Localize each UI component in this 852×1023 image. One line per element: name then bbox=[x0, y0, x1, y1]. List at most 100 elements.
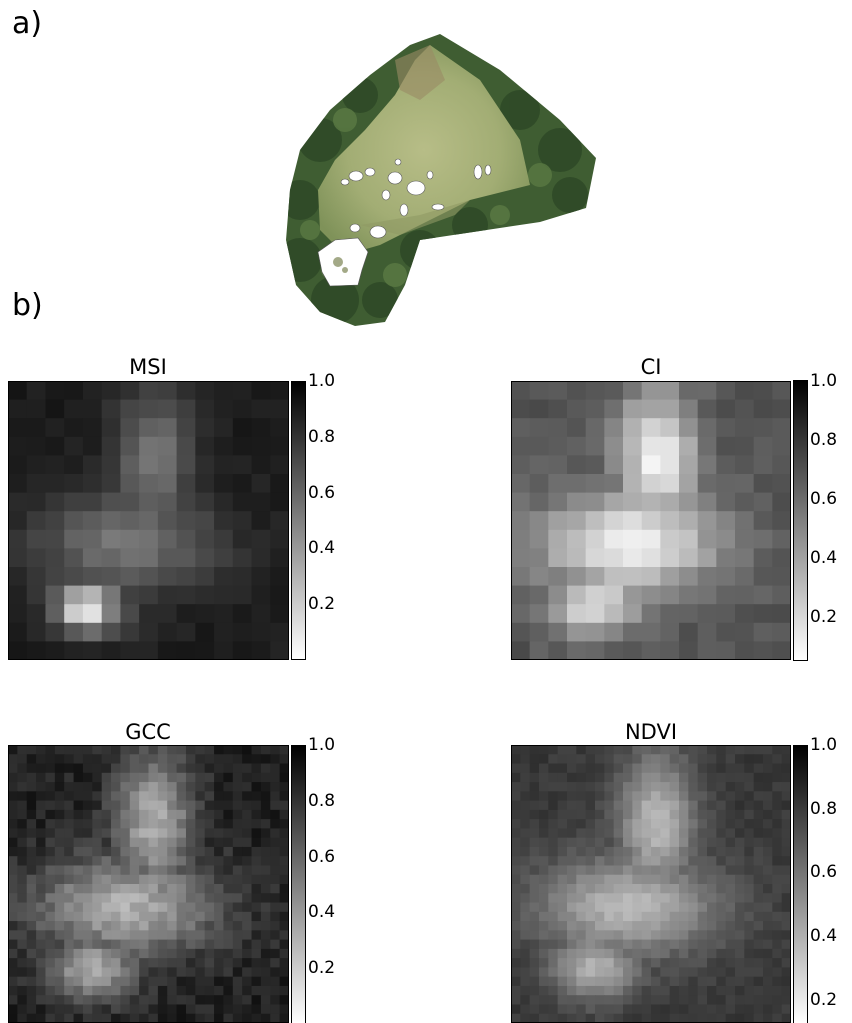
heatmap-pixel bbox=[641, 585, 661, 605]
heatmap-pixel bbox=[511, 567, 531, 587]
heatmap-pixel bbox=[139, 837, 150, 848]
heatmap-pixel bbox=[54, 921, 65, 931]
heatmap-pixel bbox=[260, 800, 271, 811]
heatmap-pixel bbox=[725, 819, 736, 829]
heatmap-pixel bbox=[744, 995, 755, 1006]
heatmap-pixel bbox=[64, 837, 75, 848]
heatmap-pixel bbox=[139, 874, 150, 885]
heatmap-pixel bbox=[613, 800, 624, 811]
heatmap-pixel bbox=[120, 976, 131, 987]
heatmap-pixel bbox=[232, 791, 243, 802]
heatmap-pixel bbox=[120, 641, 140, 660]
heatmap-pixel bbox=[64, 985, 75, 996]
heatmap-pixel bbox=[716, 902, 727, 913]
heatmap-pixel bbox=[651, 902, 661, 913]
heatmap-pixel bbox=[92, 930, 103, 941]
heatmap-pixel bbox=[679, 399, 699, 419]
heatmap-pixel bbox=[669, 902, 680, 913]
heatmap-pixel bbox=[204, 930, 215, 941]
heatmap-pixel bbox=[595, 837, 605, 848]
heatmap-pixel bbox=[520, 902, 531, 913]
heatmap-pixel bbox=[641, 976, 652, 987]
heatmap-pixel bbox=[613, 865, 624, 876]
heatmap-pixel bbox=[623, 474, 643, 494]
heatmap-pixel bbox=[8, 399, 28, 419]
heatmap-pixel bbox=[214, 585, 234, 605]
heatmap-pixel bbox=[753, 641, 773, 660]
heatmap-pixel bbox=[204, 967, 215, 978]
heatmap-pixel bbox=[157, 921, 168, 931]
heatmap-pixel bbox=[82, 911, 93, 922]
heatmap-pixel bbox=[585, 976, 596, 987]
heatmap-pixel bbox=[539, 772, 549, 783]
heatmap-pixel bbox=[595, 791, 605, 802]
heatmap-pixel bbox=[120, 884, 131, 894]
heatmap-pixel bbox=[64, 529, 84, 549]
heatmap-pixel bbox=[697, 791, 708, 802]
heatmap-pixel bbox=[101, 782, 112, 792]
heatmap-pixel bbox=[576, 828, 587, 839]
heatmap-pixel bbox=[195, 548, 215, 568]
heatmap-pixel bbox=[185, 911, 196, 922]
heatmap-pixel bbox=[679, 791, 689, 802]
heatmap-pixel bbox=[604, 763, 615, 774]
ci-title: CI bbox=[640, 355, 662, 379]
heatmap-pixel bbox=[45, 884, 56, 894]
heatmap-pixel bbox=[64, 902, 75, 913]
heatmap-pixel bbox=[214, 455, 234, 475]
heatmap-pixel bbox=[716, 911, 727, 922]
heatmap-pixel bbox=[148, 902, 159, 913]
heatmap-pixel bbox=[195, 529, 215, 549]
heatmap-pixel bbox=[520, 939, 531, 950]
heatmap-pixel bbox=[576, 856, 587, 867]
heatmap-pixel bbox=[92, 772, 103, 783]
heatmap-pixel bbox=[242, 828, 253, 839]
heatmap-pixel bbox=[101, 585, 121, 605]
heatmap-pixel bbox=[45, 567, 65, 587]
heatmap-pixel bbox=[82, 865, 93, 876]
heatmap-pixel bbox=[232, 548, 253, 568]
heatmap-pixel bbox=[82, 511, 103, 531]
heatmap-pixel bbox=[167, 837, 178, 848]
heatmap-pixel bbox=[251, 967, 262, 978]
heatmap-pixel bbox=[632, 902, 643, 913]
heatmap-pixel bbox=[36, 745, 47, 755]
heatmap-pixel bbox=[669, 948, 680, 959]
heatmap-pixel bbox=[688, 791, 699, 802]
heatmap-pixel bbox=[557, 1004, 568, 1015]
heatmap-pixel bbox=[82, 567, 103, 587]
heatmap-pixel bbox=[529, 474, 549, 494]
heatmap-pixel bbox=[36, 874, 47, 885]
heatmap-pixel bbox=[604, 800, 615, 811]
heatmap-pixel bbox=[604, 418, 624, 438]
heatmap-pixel bbox=[697, 399, 717, 419]
heatmap-pixel bbox=[82, 967, 93, 978]
heatmap-pixel bbox=[585, 865, 596, 876]
heatmap-pixel bbox=[753, 874, 764, 885]
heatmap-pixel bbox=[641, 745, 652, 755]
heatmap-pixel bbox=[17, 976, 28, 987]
heatmap-pixel bbox=[73, 745, 84, 755]
heatmap-pixel bbox=[753, 418, 773, 438]
heatmap-pixel bbox=[669, 745, 680, 755]
heatmap-pixel bbox=[613, 837, 624, 848]
heatmap-pixel bbox=[214, 846, 225, 857]
heatmap-pixel bbox=[167, 884, 178, 894]
heatmap-pixel bbox=[64, 828, 75, 839]
heatmap-pixel bbox=[176, 567, 196, 587]
heatmap-pixel bbox=[251, 958, 262, 968]
heatmap-pixel bbox=[26, 828, 37, 839]
heatmap-pixel bbox=[45, 921, 56, 931]
heatmap-pixel bbox=[772, 381, 791, 401]
heatmap-pixel bbox=[651, 791, 661, 802]
heatmap-pixel bbox=[679, 874, 689, 885]
heatmap-pixel bbox=[101, 763, 112, 774]
heatmap-pixel bbox=[539, 1004, 549, 1015]
heatmap-pixel bbox=[92, 763, 103, 774]
heatmap-pixel bbox=[260, 772, 271, 783]
heatmap-pixel bbox=[36, 967, 47, 978]
heatmap-pixel bbox=[520, 967, 531, 978]
heatmap-pixel bbox=[595, 874, 605, 885]
heatmap-pixel bbox=[632, 884, 643, 894]
heatmap-pixel bbox=[613, 828, 624, 839]
